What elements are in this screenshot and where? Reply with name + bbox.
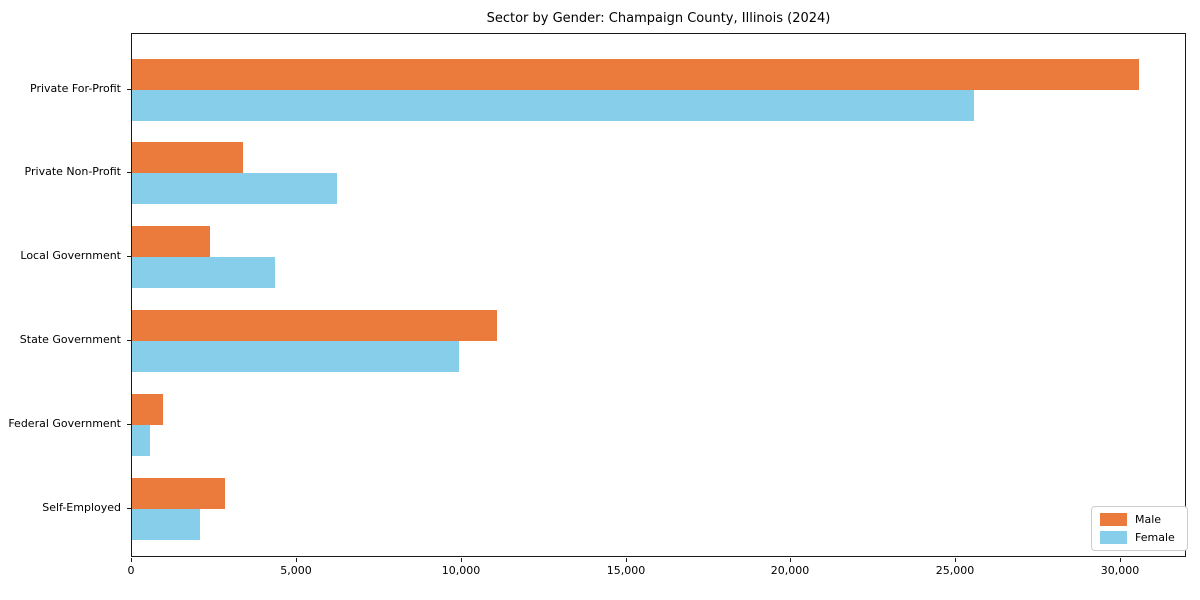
ytick-label-self-employed: Self-Employed [42, 501, 121, 514]
legend-item-female: Female [1100, 531, 1175, 544]
xtick-mark [296, 558, 297, 562]
bar-female-self-employed [132, 509, 200, 540]
bar-male-private-non-profit [132, 142, 243, 174]
ytick-label-private-non-profit: Private Non-Profit [24, 165, 121, 179]
bar-male-self-employed [132, 478, 225, 509]
chart-title: Sector by Gender: Champaign County, Illi… [486, 11, 831, 26]
legend-item-male: Male [1100, 513, 1175, 526]
ytick-mark [127, 424, 131, 426]
plot-area [131, 33, 1186, 557]
bar-female-local-government [132, 257, 275, 289]
xtick-mark [955, 558, 956, 562]
xtick-mark [131, 558, 132, 562]
xtick-label-15000: 15,000 [606, 564, 646, 577]
bar-female-private-for-profit [132, 89, 974, 121]
ytick-mark [127, 172, 131, 174]
xtick-label-20000: 20,000 [770, 564, 810, 577]
legend: Male Female [1091, 506, 1188, 551]
legend-swatch-female [1100, 531, 1127, 544]
ytick-label-local-government: Local Government [20, 249, 121, 263]
bar-female-private-non-profit [132, 173, 337, 205]
legend-label-female: Female [1135, 531, 1175, 544]
xtick-label-25000: 25,000 [935, 564, 975, 577]
bar-male-private-for-profit [132, 58, 1139, 90]
xtick-label-0: 0 [127, 564, 135, 577]
ytick-mark [127, 508, 131, 509]
ytick-label-private-for-profit: Private For-Profit [30, 81, 121, 95]
bar-female-federal-government [132, 425, 150, 457]
bar-male-local-government [132, 226, 210, 258]
xtick-label-10000: 10,000 [441, 564, 481, 577]
xtick-label-30000: 30,000 [1100, 564, 1140, 577]
ytick-mark [127, 88, 131, 90]
bar-male-state-government [132, 310, 497, 342]
xtick-label-5000: 5,000 [280, 564, 312, 577]
xtick-mark [461, 558, 462, 562]
ytick-label-state-government: State Government [19, 333, 121, 347]
legend-label-male: Male [1135, 513, 1162, 526]
xtick-mark [626, 558, 627, 562]
legend-swatch-male [1100, 513, 1127, 526]
bar-female-state-government [132, 341, 459, 373]
bar-male-federal-government [132, 394, 163, 426]
xtick-mark [1120, 558, 1121, 562]
ytick-mark [127, 340, 131, 342]
xtick-mark [790, 558, 791, 562]
ytick-mark [127, 256, 131, 258]
ytick-label-federal-government: Federal Government [8, 417, 121, 431]
